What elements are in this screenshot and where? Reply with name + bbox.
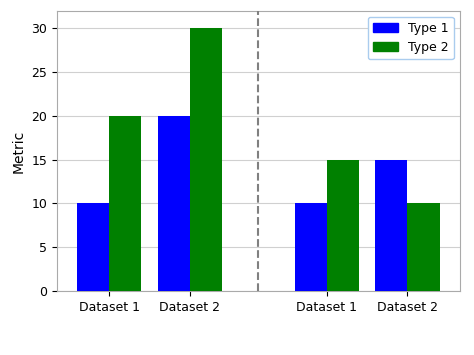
Bar [77,203,109,291]
Bar [407,203,440,291]
Bar [375,160,407,291]
Bar [190,28,222,291]
Y-axis label: Metric: Metric [12,129,26,173]
Bar [294,203,327,291]
Legend: Type 1, Type 2: Type 1, Type 2 [368,17,454,59]
Bar [109,116,141,291]
Bar [157,116,190,291]
Bar [327,160,359,291]
